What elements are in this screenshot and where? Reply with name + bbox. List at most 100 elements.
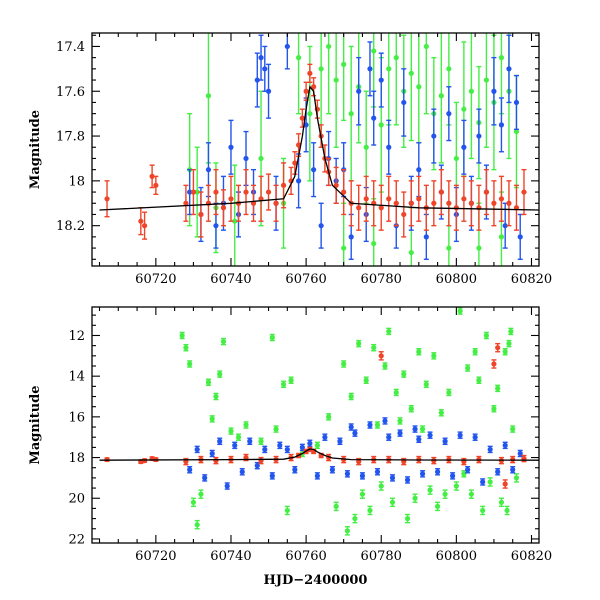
- data-point: [508, 328, 514, 335]
- data-point: [356, 205, 362, 211]
- data-point: [183, 200, 189, 206]
- y-tick-label: 14: [68, 370, 85, 385]
- data-point: [284, 43, 290, 50]
- data-point: [506, 341, 512, 347]
- data-point: [408, 406, 414, 412]
- data-point: [213, 393, 219, 400]
- data-point: [243, 189, 249, 195]
- data-point: [303, 122, 309, 128]
- data-point: [295, 178, 302, 184]
- data-point: [502, 223, 508, 229]
- data-point: [284, 507, 290, 514]
- data-point: [476, 377, 482, 383]
- data-point: [491, 200, 497, 206]
- data-point: [367, 507, 373, 514]
- data-point: [194, 189, 200, 195]
- data-point: [517, 450, 523, 457]
- x-tick-label: 60780: [361, 272, 402, 287]
- data-point: [401, 99, 407, 106]
- data-point: [483, 189, 490, 195]
- data-point: [341, 61, 347, 67]
- data-point: [468, 200, 474, 206]
- data-point: [220, 338, 227, 345]
- data-point: [378, 122, 384, 128]
- x-tick-label: 60780: [361, 549, 402, 564]
- data-point: [292, 160, 298, 166]
- data-point: [318, 223, 324, 229]
- data-point: [438, 410, 444, 416]
- data-point: [419, 471, 426, 477]
- x-tick-label: 60800: [436, 549, 477, 564]
- data-point: [258, 438, 264, 444]
- data-point: [341, 245, 347, 251]
- y-tick-label: 18: [68, 451, 85, 466]
- data-point: [352, 515, 358, 522]
- data-point: [401, 211, 407, 218]
- data-point: [284, 446, 290, 453]
- plot-frame: [91, 32, 540, 267]
- data-point: [510, 426, 516, 432]
- data-point: [483, 332, 490, 339]
- data-point: [209, 416, 215, 422]
- data-point: [228, 196, 234, 202]
- data-point: [292, 467, 298, 473]
- data-point: [303, 88, 309, 94]
- data-point: [423, 43, 429, 50]
- series-3: [104, 342, 527, 489]
- data-point: [363, 196, 369, 202]
- data-point: [232, 218, 238, 224]
- data-point: [476, 133, 482, 139]
- data-point: [461, 471, 467, 477]
- data-point: [262, 446, 268, 453]
- data-point: [307, 70, 313, 76]
- data-point: [269, 473, 275, 479]
- series-2: [187, 33, 523, 260]
- data-point: [348, 424, 354, 430]
- data-point: [205, 379, 212, 385]
- data-point: [359, 491, 366, 497]
- data-point: [190, 499, 197, 505]
- data-point: [277, 442, 283, 448]
- x-tick-label: 60720: [135, 549, 176, 564]
- data-point: [220, 205, 227, 211]
- data-point: [247, 438, 253, 444]
- data-point: [502, 442, 508, 448]
- data-point: [378, 483, 384, 489]
- data-point: [194, 446, 200, 453]
- data-point: [431, 200, 437, 206]
- data-point: [393, 389, 399, 396]
- data-point: [352, 430, 358, 436]
- data-point: [419, 426, 426, 432]
- data-point: [498, 55, 505, 61]
- data-point: [311, 167, 317, 173]
- y-tick-label: 18.2: [56, 219, 85, 234]
- data-point: [217, 438, 223, 444]
- data-point: [356, 88, 362, 94]
- data-point: [258, 155, 264, 162]
- x-tick-label: 60820: [511, 549, 552, 564]
- data-point: [194, 522, 200, 528]
- data-point: [198, 491, 204, 497]
- data-point: [322, 434, 328, 440]
- data-point: [217, 371, 223, 377]
- data-point: [498, 196, 505, 202]
- data-point: [141, 223, 148, 229]
- x-tick-label: 60800: [436, 272, 477, 287]
- data-point: [311, 84, 317, 90]
- series-1: [179, 307, 520, 536]
- data-point: [502, 349, 508, 355]
- y-tick-label: 17.6: [56, 85, 85, 100]
- data-point: [453, 205, 459, 211]
- data-point: [510, 467, 516, 473]
- data-point: [326, 414, 332, 420]
- data-point: [498, 234, 505, 240]
- x-tick-label: 60720: [135, 272, 176, 287]
- data-point: [254, 463, 260, 469]
- data-point: [243, 155, 249, 162]
- data-point: [187, 189, 193, 195]
- data-point: [495, 345, 501, 351]
- x-tick-label: 60760: [285, 549, 326, 564]
- data-point: [457, 432, 463, 438]
- data-point: [190, 189, 197, 195]
- data-point: [348, 393, 354, 400]
